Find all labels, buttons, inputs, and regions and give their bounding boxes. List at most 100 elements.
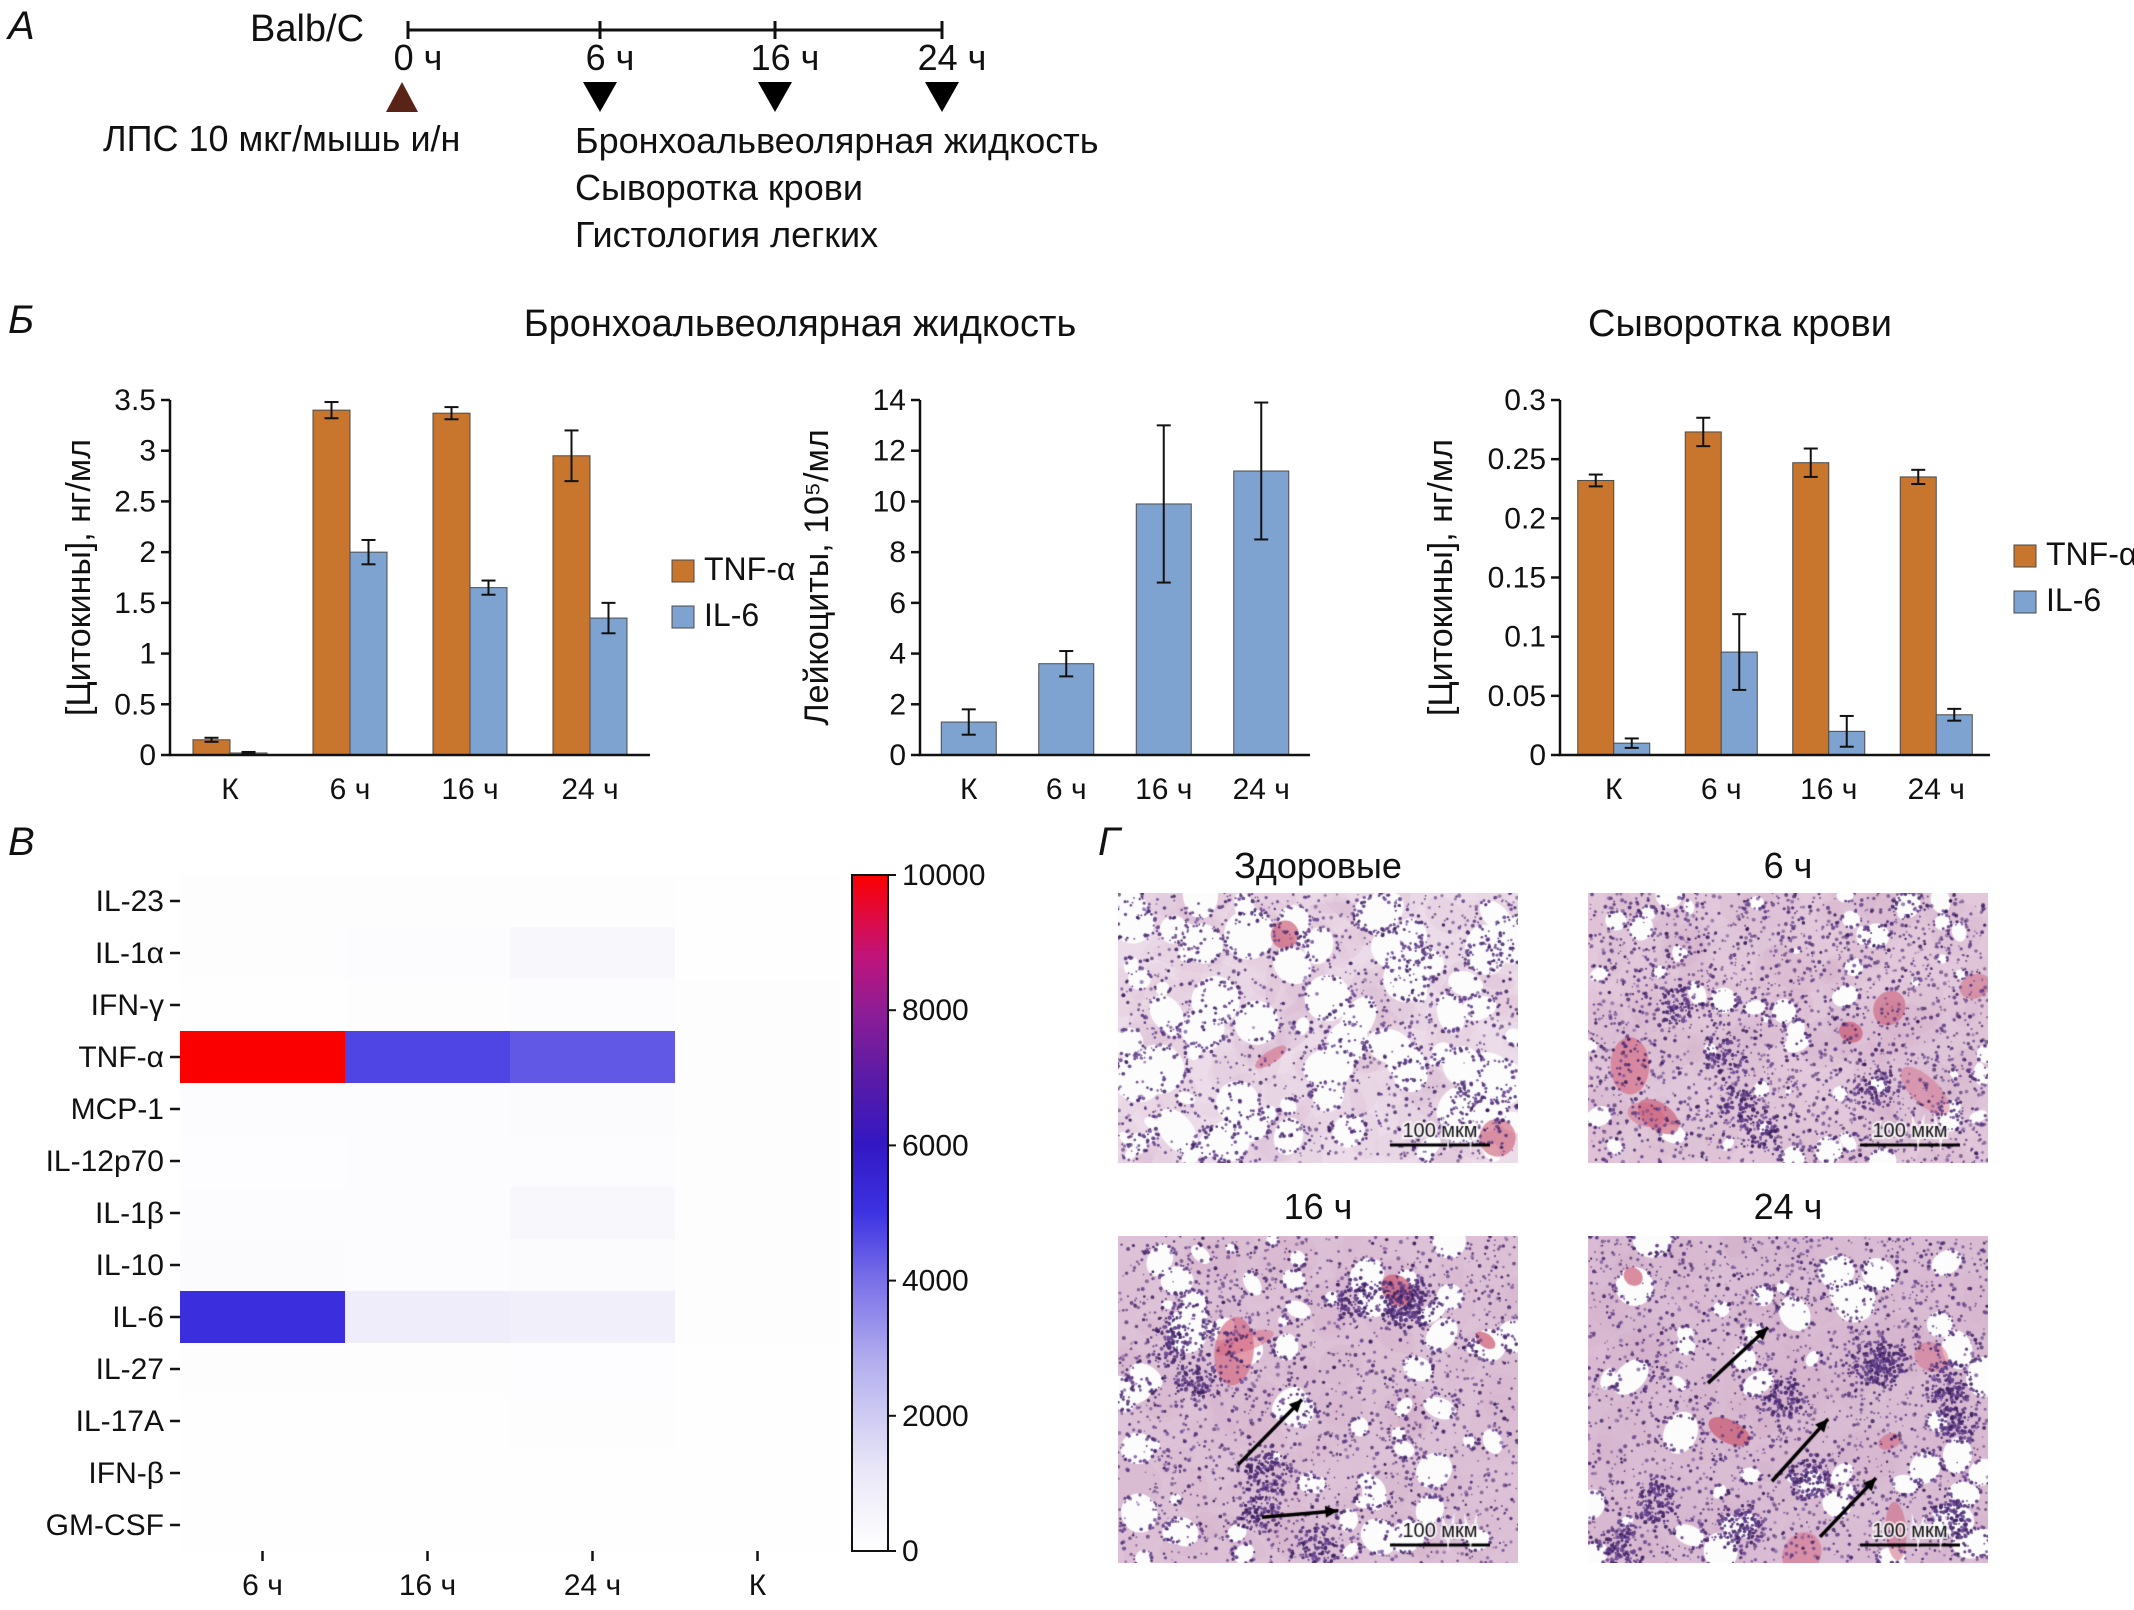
svg-text:IL-23: IL-23 [96,885,164,918]
serum-cytokines-chart: К 6 ч 16 ч 24 ч 0 0.05 0.1 0.15 0.2 0.25 0.3 [Циток… [1422,384,2134,806]
svg-text:16 ч: 16 ч [1800,773,1857,806]
svg-text:TNF-α: TNF-α [78,1041,164,1074]
svg-text:IL-1α: IL-1α [95,937,164,970]
svg-text:24 ч: 24 ч [1233,773,1290,806]
histology-image-24h [1588,1236,1988,1563]
histology-title-6h: 6 ч [1763,845,1813,886]
svg-text:TNF-α: TNF-α [2046,536,2134,572]
svg-text:16 ч: 16 ч [441,773,498,806]
svg-text:0.1: 0.1 [1504,621,1546,654]
legend-swatch-IL-6 [671,605,695,629]
svg-text:24 ч: 24 ч [561,773,618,806]
svg-text:1.5: 1.5 [114,587,156,620]
svg-text:2: 2 [889,688,906,721]
svg-text:0.05: 0.05 [1488,680,1546,713]
panel-v-label: В [8,820,35,864]
histology-image-6h [1588,893,1988,1163]
svg-text:IL-6: IL-6 [2046,582,2101,618]
svg-text:IL-10: IL-10 [96,1249,164,1282]
histology-title-16h: 16 ч [1283,1186,1353,1227]
svg-text:IL-17A: IL-17A [76,1405,164,1438]
injection-triangle-icon [386,82,418,112]
sampling-labels: Бронхоальвеолярная жидкость Сыворотка кр… [575,118,1098,258]
svg-text:24 ч: 24 ч [918,37,987,78]
serum-title: Сыворотка крови [1588,303,1892,345]
svg-text:GM-CSF: GM-CSF [46,1509,164,1542]
svg-text:К: К [960,773,978,806]
sampling-triangle-icon [583,82,617,112]
legend-swatch-TNF-α [671,559,695,583]
svg-text:IL-1β: IL-1β [95,1197,164,1230]
svg-text:0.15: 0.15 [1488,562,1546,595]
svg-text:6000: 6000 [902,1129,969,1162]
panel-g-label: Г [1098,820,1120,864]
legend-swatch-IL-6 [2013,590,2037,614]
bal-cytokines-chart: К 6 ч 16 ч 24 ч 0 0.5 1 1.5 2 2.5 3 3.5 [Цитокины], … [60,384,795,806]
svg-text:IL-6: IL-6 [704,597,759,633]
svg-text:0: 0 [902,1535,919,1568]
svg-text:IL-12p70: IL-12p70 [46,1145,164,1178]
panel-b-label: Б [8,298,35,342]
sampling-label-histology: Гистология легких [575,213,879,255]
svg-text:6 ч: 6 ч [1046,773,1087,806]
svg-text:4000: 4000 [902,1265,969,1298]
svg-text:1: 1 [139,638,156,671]
svg-text:10000: 10000 [902,859,985,892]
svg-text:0 ч: 0 ч [394,37,443,78]
svg-text:10: 10 [873,485,906,518]
cytokine-heatmap: IL-23 IL-1α IFN-γ TNF-α MCP-1 IL-12p70 IL-1β IL… [46,859,986,1602]
svg-text:0: 0 [139,739,156,772]
svg-text:6 ч: 6 ч [242,1569,283,1602]
timeline-diagram: 0 ч 6 ч 16 ч 24 ч [386,21,986,112]
svg-text:4: 4 [889,638,906,671]
sampling-triangle-icon [758,82,792,112]
svg-text:MCP-1: MCP-1 [71,1093,164,1126]
svg-text:6 ч: 6 ч [1701,773,1742,806]
strain-label: Balb/C [250,8,365,50]
svg-text:0: 0 [1529,739,1546,772]
svg-text:2: 2 [139,536,156,569]
svg-text:IL-6: IL-6 [112,1301,164,1334]
svg-text:12: 12 [873,435,906,468]
svg-text:3.5: 3.5 [114,384,156,417]
heatmap-colorbar [851,874,889,1552]
histology-title-24h: 24 ч [1753,1186,1823,1227]
svg-text:2000: 2000 [902,1400,969,1433]
svg-text:Лейкоциты, 10⁵/мл: Лейкоциты, 10⁵/мл [798,429,836,725]
svg-text:0.2: 0.2 [1504,502,1546,535]
svg-text:0: 0 [889,739,906,772]
svg-text:24 ч: 24 ч [564,1569,621,1602]
svg-text:16 ч: 16 ч [399,1569,456,1602]
histology-image-16h [1118,1236,1518,1563]
svg-text:16 ч: 16 ч [751,37,820,78]
svg-text:0.3: 0.3 [1504,384,1546,417]
svg-text:0.25: 0.25 [1488,443,1546,476]
svg-text:3: 3 [139,435,156,468]
histology-image-healthy [1118,893,1518,1163]
svg-text:IFN-β: IFN-β [88,1457,164,1490]
svg-text:TNF-α: TNF-α [704,551,795,587]
svg-text:8000: 8000 [902,994,969,1027]
injection-label: ЛПС 10 мкг/мышь и/н [103,118,461,159]
svg-text:24 ч: 24 ч [1908,773,1965,806]
svg-text:2.5: 2.5 [114,485,156,518]
panel-a-label: А [8,4,35,48]
bal-title: Бронхоальвеолярная жидкость [523,303,1077,345]
bal-leukocytes-chart: К 6 ч 16 ч 24 ч 0 2 4 6 8 10 12 14 Лейкоциты, 10⁵/мл [798,384,1310,806]
svg-text:8: 8 [889,536,906,569]
svg-text:16 ч: 16 ч [1135,773,1192,806]
svg-text:К: К [1605,773,1623,806]
svg-text:[Цитокины], нг/мл: [Цитокины], нг/мл [60,439,98,716]
sampling-label-bal: Бронхоальвеолярная жидкость [575,120,1099,161]
svg-text:6: 6 [889,587,906,620]
sampling-triangle-icon [925,82,959,112]
svg-text:К: К [221,773,239,806]
svg-text:14: 14 [873,384,906,417]
svg-text:6 ч: 6 ч [586,37,635,78]
svg-text:IFN-γ: IFN-γ [91,989,164,1022]
svg-text:6 ч: 6 ч [330,773,371,806]
svg-text:IL-27: IL-27 [96,1353,164,1386]
svg-text:[Цитокины], нг/мл: [Цитокины], нг/мл [1422,439,1460,716]
sampling-label-serum: Сыворотка крови [575,166,863,208]
svg-text:К: К [749,1569,767,1602]
